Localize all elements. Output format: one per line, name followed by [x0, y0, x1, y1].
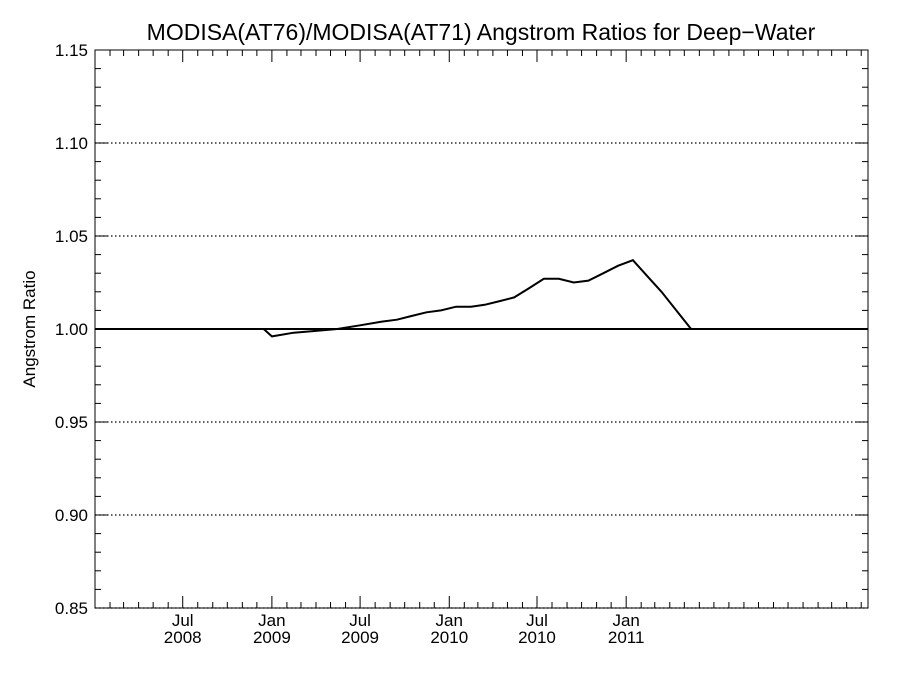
series-line	[263, 259, 692, 338]
y-tick-label: 1.15	[55, 41, 88, 60]
y-tick-label: 1.10	[55, 134, 88, 153]
y-tick-label: 1.05	[55, 227, 88, 246]
x-tick-label-year: 2008	[164, 628, 202, 647]
y-tick-label: 0.95	[55, 413, 88, 432]
y-tick-label: 0.85	[55, 599, 88, 618]
y-axis-label: Angstrom Ratio	[20, 270, 39, 387]
y-tick-label: 1.00	[55, 320, 88, 339]
gridlines	[95, 142, 868, 609]
x-tick-label-month: Jul	[172, 611, 194, 630]
x-tick-label-month: Jan	[612, 611, 639, 630]
x-tick-label-year: 2010	[430, 628, 468, 647]
tick-labels: 0.850.900.951.001.051.101.15Jul2008Jan20…	[55, 41, 645, 647]
x-tick-label-year: 2010	[518, 628, 556, 647]
plot-frame	[94, 49, 869, 609]
x-tick-label-month: Jan	[436, 611, 463, 630]
x-tick-label-year: 2009	[341, 628, 379, 647]
x-tick-label-year: 2009	[253, 628, 291, 647]
y-tick-label: 0.90	[55, 506, 88, 525]
chart-title: MODISA(AT76)/MODISA(AT71) Angstrom Ratio…	[147, 19, 816, 45]
x-tick-label-month: Jan	[258, 611, 285, 630]
x-tick-label-year: 2011	[608, 628, 645, 647]
x-tick-label-month: Jul	[349, 611, 371, 630]
x-tick-label-month: Jul	[526, 611, 548, 630]
